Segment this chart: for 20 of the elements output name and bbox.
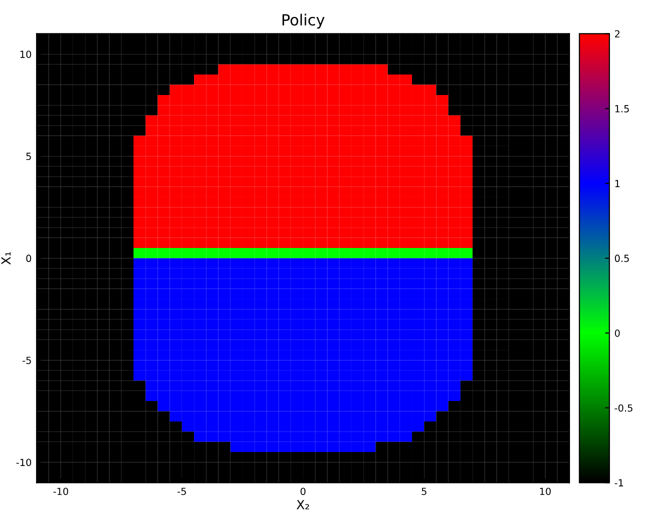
color-bar-label: -1 <box>614 479 624 486</box>
y-tick-label: -10 <box>16 458 32 466</box>
y-tick-label: 5 <box>26 152 31 160</box>
x-tick-label: -10 <box>53 488 68 496</box>
color-bar-label: 1.5 <box>615 105 629 112</box>
color-bar-label: 2 <box>614 30 620 38</box>
color-bar-label: 0 <box>614 330 620 337</box>
color-bar-label: 0.5 <box>614 254 629 262</box>
x-axis-title: X₂ <box>296 500 310 510</box>
y-tick-label: 10 <box>20 50 32 58</box>
y-tick-label: -5 <box>22 356 31 364</box>
x-tick-label: 5 <box>422 488 426 496</box>
x-tick-label: 10 <box>540 488 551 496</box>
color-bar-label: -0.5 <box>614 404 632 412</box>
color-bar-label: 1 <box>615 180 620 188</box>
y-axis-title: X₁ <box>1 252 11 265</box>
x-tick-label: 0 <box>300 488 306 496</box>
y-tick-label: 0 <box>26 254 32 262</box>
x-tick-label: -5 <box>178 488 186 496</box>
chart-title: Policy <box>282 14 325 29</box>
